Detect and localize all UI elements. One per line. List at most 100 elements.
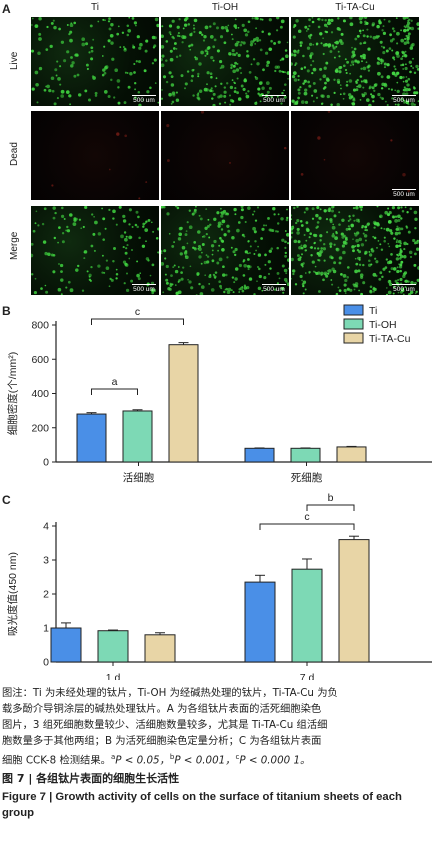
cell-dot — [297, 96, 300, 100]
cell-dot — [87, 98, 92, 102]
cell-dot — [122, 246, 125, 249]
cell-dot — [69, 288, 74, 293]
cell-dot — [351, 102, 356, 106]
cell-dot — [316, 221, 320, 224]
cell-dot — [382, 51, 386, 55]
cell-dot — [381, 29, 384, 32]
cell-dot — [383, 227, 386, 230]
cell-dot — [85, 42, 89, 46]
cell-dot — [282, 70, 285, 74]
cell-dot — [236, 62, 239, 65]
cell-dot — [286, 208, 288, 211]
cell-dot — [243, 78, 247, 83]
cell-dot — [315, 42, 319, 46]
cell-dot — [371, 86, 375, 90]
cell-dot — [37, 51, 41, 56]
cell-dot — [224, 25, 228, 30]
cell-dot — [384, 100, 387, 103]
cell-dot — [259, 18, 262, 21]
cell-dot — [103, 271, 106, 274]
cell-dot — [335, 40, 339, 45]
cell-dot — [43, 88, 47, 92]
cell-dot — [337, 17, 340, 20]
cell-dot — [69, 23, 74, 28]
cell-dot — [184, 82, 188, 86]
cell-dot — [395, 240, 398, 244]
cell-dot — [56, 60, 59, 63]
cell-dot — [346, 276, 349, 279]
cell-dot — [102, 18, 105, 21]
cell-dot — [262, 68, 265, 72]
cell-dot — [359, 42, 362, 45]
cell-dot — [109, 33, 114, 38]
micrograph-merge-ti: 500 um — [31, 206, 159, 295]
cell-dot — [407, 77, 411, 81]
cell-dot — [126, 24, 130, 28]
cell-dot — [308, 18, 311, 22]
cell-dot — [412, 67, 415, 69]
cell-dot — [376, 206, 379, 208]
cell-dot — [364, 239, 367, 242]
cell-dot — [221, 219, 226, 224]
bar-ti-oh — [122, 410, 153, 463]
cell-dot — [404, 50, 407, 53]
cell-dot — [273, 288, 277, 291]
cell-dot — [238, 263, 242, 268]
cell-dot — [257, 286, 262, 291]
cell-dot — [396, 54, 400, 58]
cell-dot — [164, 257, 167, 260]
cell-dot — [237, 221, 241, 224]
cell-dot — [344, 236, 348, 240]
cell-dot — [323, 271, 328, 276]
cell-dot — [82, 225, 85, 229]
cell-dot — [60, 40, 65, 44]
cell-dot — [396, 269, 400, 274]
cell-dot — [248, 71, 252, 74]
cell-dot — [343, 64, 346, 68]
cell-dot — [319, 32, 323, 36]
cell-dot — [118, 206, 122, 209]
cell-dot — [344, 68, 348, 72]
cell-dot — [376, 61, 380, 64]
cell-dot — [284, 254, 288, 258]
cell-dot — [308, 270, 311, 274]
cell-dot — [386, 76, 389, 79]
cell-dot — [240, 208, 244, 212]
cell-dot — [284, 246, 287, 249]
cell-dot — [248, 251, 251, 255]
cell-dot — [291, 74, 296, 79]
cell-dot — [256, 280, 258, 283]
cell-dot — [247, 90, 250, 93]
cell-dot — [415, 64, 419, 69]
cell-dot — [364, 250, 368, 255]
cell-dot — [103, 71, 107, 75]
cell-dot — [59, 83, 62, 86]
cell-dot — [54, 211, 57, 215]
cell-dot — [210, 75, 213, 79]
cell-dot — [330, 18, 334, 23]
cell-dot — [81, 37, 86, 42]
cell-dot — [265, 81, 270, 85]
cell-dot — [338, 256, 343, 260]
cell-dot — [73, 217, 77, 221]
significance-label: b — [328, 492, 334, 504]
cell-dot — [218, 102, 222, 105]
cell-dot — [397, 219, 401, 222]
cell-dot — [333, 243, 336, 246]
cell-dot — [220, 26, 225, 30]
cell-dot — [286, 71, 289, 75]
cell-dot — [94, 91, 98, 95]
cell-dot — [402, 272, 406, 276]
micrograph-live-ti-ta-cu: 500 um — [291, 17, 419, 106]
cell-dot — [109, 277, 112, 281]
cell-dot — [326, 94, 330, 99]
cell-dot — [344, 241, 348, 245]
cell-dot — [151, 62, 155, 65]
cell-dot — [174, 284, 177, 286]
cell-dot — [197, 72, 200, 76]
cell-dot — [336, 27, 340, 31]
cell-dot — [373, 236, 377, 240]
cell-dot — [403, 241, 407, 246]
cell-dot — [58, 263, 60, 265]
cell-dot — [379, 96, 382, 99]
